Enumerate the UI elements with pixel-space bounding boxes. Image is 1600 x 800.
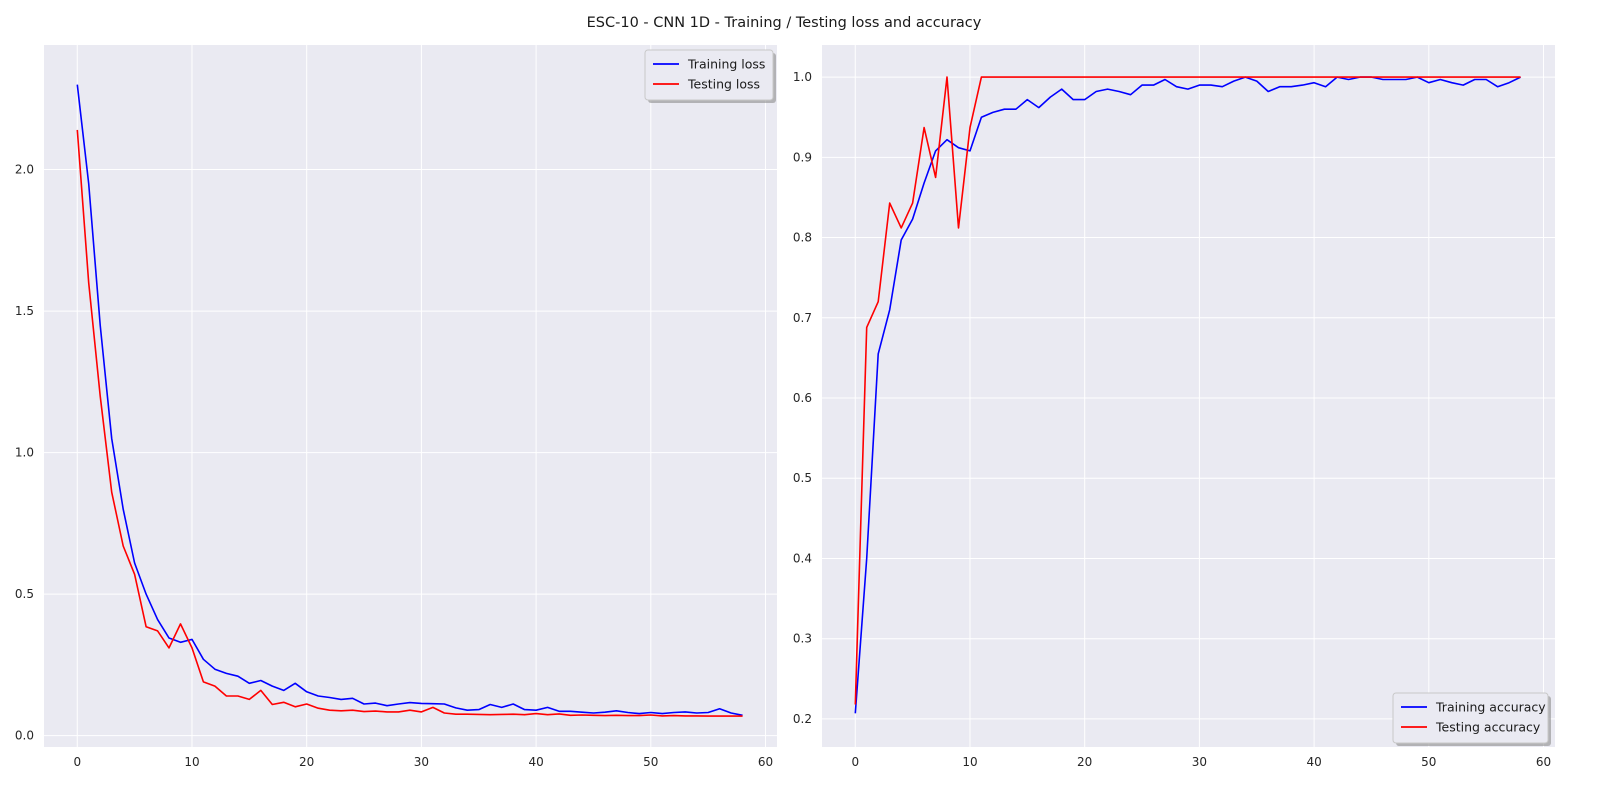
legend-entry: Testing accuracy [1435, 720, 1541, 735]
plot-area [44, 45, 777, 747]
series-line [76, 129, 743, 717]
y-tick-label: 0.2 [793, 712, 812, 726]
y-tick-label: 0.6 [793, 391, 812, 405]
legend: Training accuracy Testing accuracy [1392, 692, 1551, 746]
x-tick-label: 50 [643, 755, 658, 769]
x-tick-label: 10 [184, 755, 199, 769]
y-tick-label: 2.0 [15, 163, 34, 177]
y-tick-label: 0.9 [793, 150, 812, 164]
x-tick-label: 50 [1421, 755, 1436, 769]
plot-area [822, 45, 1555, 747]
x-tick-label: 20 [299, 755, 314, 769]
y-tick-label: 0.5 [793, 471, 812, 485]
y-tick-label: 0.4 [793, 551, 812, 565]
y-tick-label: 1.5 [15, 304, 34, 318]
legend-entry: Training loss [687, 57, 765, 72]
x-tick-label: 60 [758, 755, 773, 769]
series-line [854, 76, 1521, 705]
y-tick-label: 0.5 [15, 587, 34, 601]
x-tick-label: 10 [962, 755, 977, 769]
y-tick-label: 1.0 [15, 446, 34, 460]
figure-suptitle: ESC-10 - CNN 1D - Training / Testing los… [587, 15, 982, 31]
x-tick-label: 60 [1536, 755, 1551, 769]
x-tick-label: 0 [851, 755, 859, 769]
legend-box [1392, 692, 1549, 744]
y-tick-label: 0.0 [15, 729, 34, 743]
y-tick-label: 0.3 [793, 632, 812, 646]
legend: Training loss Testing loss [644, 49, 776, 103]
legend-box [644, 49, 774, 101]
accuracy-chart: 0 10 20 30 40 50 60 0.2 0.3 0.4 0.5 0.6 0.7 0.8 0.9 1.0… [793, 45, 1555, 769]
y-tick-label: 1.0 [793, 70, 812, 84]
loss-chart: 0 10 20 30 40 50 60 0.0 0.5 1.0 1.5 2.0 Training los… [15, 45, 777, 769]
series-line [854, 76, 1521, 714]
y-tick-label: 0.8 [793, 231, 812, 245]
legend-entry: Testing loss [687, 77, 760, 92]
x-tick-label: 40 [1306, 755, 1321, 769]
x-tick-label: 0 [73, 755, 81, 769]
legend-entry: Training accuracy [1435, 700, 1546, 715]
x-tick-label: 30 [414, 755, 429, 769]
x-tick-label: 30 [1192, 755, 1207, 769]
x-tick-label: 40 [528, 755, 543, 769]
x-tick-label: 20 [1077, 755, 1092, 769]
y-tick-label: 0.7 [793, 311, 812, 325]
